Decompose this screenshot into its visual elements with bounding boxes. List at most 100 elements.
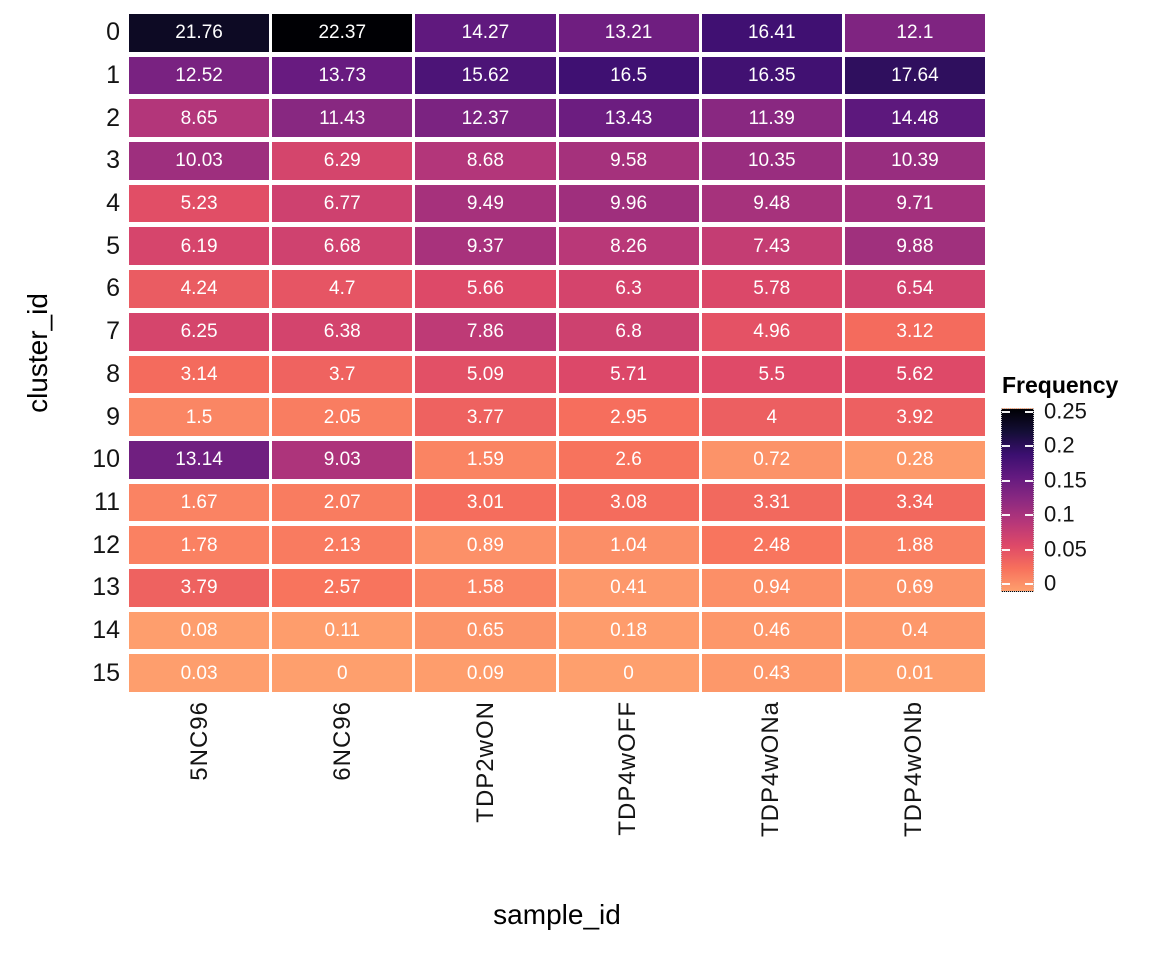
- cell-value-label: 8.68: [466, 150, 504, 172]
- cell-value-label: 16.35: [747, 65, 796, 87]
- heatmap-cell: 6.3: [558, 270, 699, 308]
- heatmap-cell: 0.46: [701, 611, 842, 650]
- heatmap-cell: 0.65: [415, 611, 556, 650]
- cell-value-label: 5.66: [466, 278, 504, 300]
- heatmap-cell: 3.01: [415, 483, 556, 522]
- heatmap-cell: 0.4: [844, 611, 985, 650]
- heatmap-cell: 9.96: [558, 184, 699, 223]
- cell-value-label: 8.26: [610, 235, 648, 257]
- heatmap-cell: 13.14: [129, 440, 270, 479]
- heatmap-cell: 6.29: [272, 142, 413, 180]
- cell-value-label: 16.41: [747, 22, 796, 44]
- cell-value-label: 3.7: [329, 363, 356, 385]
- heatmap-cell: 16.5: [558, 56, 699, 95]
- heatmap-cell: 21.76: [129, 14, 270, 52]
- legend-tick-mark: [1002, 582, 1010, 585]
- heatmap-cell: 12.52: [129, 56, 270, 95]
- heatmap-cell: 8.65: [129, 99, 270, 138]
- y-tick-label: 10: [92, 445, 120, 474]
- cell-value-label: 6.29: [323, 150, 361, 172]
- cell-value-label: 3.12: [896, 321, 934, 343]
- heatmap-cell: 11.43: [272, 99, 413, 138]
- x-tick-label-text: 5NC96: [186, 701, 214, 781]
- heatmap-cell: 0: [272, 654, 413, 692]
- y-tick-label: 3: [106, 146, 120, 175]
- heatmap-cell: 9.71: [844, 184, 985, 223]
- colorbar-legend: Frequency 0.25 0.2 0.15 0.1 0.05 0: [1001, 372, 1151, 594]
- heatmap-cell: 2.95: [558, 398, 699, 436]
- cell-value-label: 3.08: [610, 491, 648, 513]
- cell-value-label: 3.14: [180, 363, 218, 385]
- cell-value-label: 0.09: [466, 662, 504, 684]
- x-tick-label: TDP4wONb: [842, 701, 985, 896]
- y-tick-label: 13: [92, 573, 120, 602]
- cell-value-label: 7.43: [753, 235, 791, 257]
- y-tick-label: 6: [106, 274, 120, 303]
- heatmap-cell: 10.03: [129, 142, 270, 180]
- heatmap-cell: 6.77: [272, 184, 413, 223]
- heatmap-cell: 5.5: [701, 355, 842, 394]
- x-tick-label: TDP4wONa: [700, 701, 843, 896]
- legend-tick-label: 0.05: [1044, 536, 1087, 562]
- cell-value-label: 1.58: [466, 577, 504, 599]
- heatmap-cell: 4.96: [701, 312, 842, 351]
- cell-value-label: 6.38: [323, 321, 361, 343]
- cell-value-label: 9.37: [466, 235, 504, 257]
- heatmap-cell: 5.62: [844, 355, 985, 394]
- cell-value-label: 2.6: [615, 449, 642, 471]
- heatmap-cell: 0.28: [844, 440, 985, 479]
- legend-tick-mark: [1025, 445, 1033, 448]
- cell-value-label: 0: [336, 662, 348, 684]
- y-tick-label: 0: [106, 18, 120, 47]
- cell-value-label: 0.65: [466, 619, 504, 641]
- cell-value-label: 6.54: [896, 278, 934, 300]
- y-axis-tick-labels: 0 1 2 3 4 5 6 7 8 9 10 11 12 13 14 15: [0, 14, 120, 692]
- heatmap-cell: 3.34: [844, 483, 985, 522]
- legend-tick-label: 0.2: [1044, 432, 1075, 458]
- cell-value-label: 6.68: [323, 235, 361, 257]
- cell-value-label: 1.04: [610, 534, 648, 556]
- cell-value-label: 6.77: [323, 193, 361, 215]
- heatmap-cell: 14.48: [844, 99, 985, 138]
- colorbar-gradient: 0.25 0.2 0.15 0.1 0.05 0: [1001, 400, 1087, 594]
- cell-value-label: 12.1: [896, 22, 934, 44]
- cell-value-label: 0: [623, 662, 634, 684]
- y-tick-label: 11: [94, 487, 120, 516]
- cell-value-label: 6.8: [615, 321, 642, 343]
- heatmap-cell: 0.03: [129, 654, 270, 692]
- y-tick-label: 14: [92, 615, 120, 644]
- heatmap-cell: 2.05: [272, 398, 413, 436]
- heatmap-cell: 3.31: [701, 483, 842, 522]
- x-axis-title: sample_id: [493, 899, 621, 930]
- y-tick-label: 8: [106, 359, 120, 388]
- y-tick-label: 4: [106, 189, 120, 218]
- heatmap-cell: 0.69: [844, 568, 985, 607]
- cell-value-label: 5.71: [610, 363, 648, 385]
- cell-value-label: 15.62: [461, 65, 510, 87]
- x-tick-label-text: TDP2wON: [471, 701, 499, 823]
- heatmap-cell: 17.64: [844, 56, 985, 95]
- heatmap-cell: 0.11: [272, 611, 413, 650]
- cell-value-label: 4.7: [329, 278, 356, 300]
- heatmap-cell: 9.88: [844, 227, 985, 266]
- x-tick-label-text: 6NC96: [328, 701, 356, 781]
- cell-value-label: 4: [766, 406, 778, 428]
- cell-value-label: 9.48: [753, 193, 791, 215]
- cell-value-label: 6.25: [180, 321, 218, 343]
- cell-value-label: 1.67: [180, 491, 218, 513]
- cell-value-label: 0.03: [180, 662, 218, 684]
- heatmap-cell: 13.43: [558, 99, 699, 138]
- cell-value-label: 13.43: [604, 107, 653, 129]
- cell-value-label: 2.57: [323, 577, 361, 599]
- cell-value-label: 5.5: [758, 363, 785, 385]
- cell-value-label: 0.28: [896, 449, 934, 471]
- y-tick-label: 12: [92, 530, 120, 559]
- cell-value-label: 3.34: [896, 491, 934, 513]
- heatmap-cell: 1.78: [129, 526, 270, 564]
- cell-value-label: 0.41: [610, 577, 648, 599]
- heatmap-cell: 9.37: [415, 227, 556, 266]
- x-tick-label-text: TDP4wONb: [899, 701, 927, 838]
- legend-tick-mark: [1025, 410, 1033, 413]
- heatmap-cell: 2.07: [272, 483, 413, 522]
- heatmap-cell: 3.77: [415, 398, 556, 436]
